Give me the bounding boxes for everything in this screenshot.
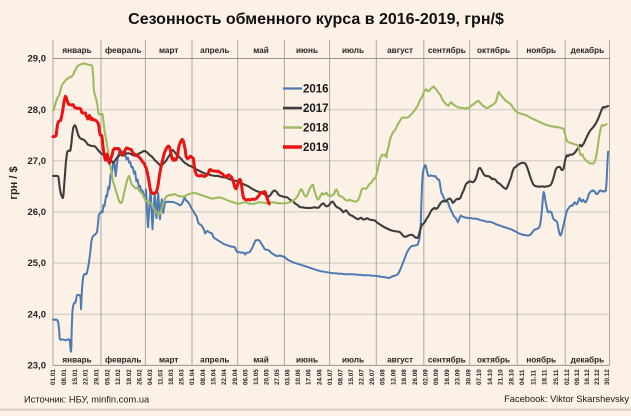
svg-text:февраль: февраль [105,356,141,365]
svg-text:январь: январь [62,356,91,365]
svg-text:05.08: 05.08 [380,369,387,385]
svg-text:11.03: 11.03 [158,369,165,385]
svg-text:25.11: 25.11 [553,369,560,385]
svg-text:18.11: 18.11 [542,369,549,385]
svg-text:15.01: 15.01 [72,369,79,385]
svg-text:25.03: 25.03 [179,369,186,385]
svg-text:16.09: 16.09 [444,369,451,385]
svg-text:01.07: 01.07 [327,369,334,385]
svg-text:29.04: 29.04 [232,369,239,385]
svg-text:март: март [159,356,178,365]
svg-text:Facebook: Viktor Skarshevsky: Facebook: Viktor Skarshevsky [504,394,629,404]
svg-text:16.12: 16.12 [584,369,591,385]
svg-text:30.12: 30.12 [604,369,611,385]
svg-text:август: август [387,46,413,55]
svg-text:май: май [253,356,269,365]
svg-text:январь: январь [62,46,91,55]
svg-text:2018: 2018 [303,123,329,135]
svg-text:Источник: НБУ, minfin.com.ua: Источник: НБУ, minfin.com.ua [24,395,150,405]
svg-text:14.10: 14.10 [487,369,494,385]
svg-text:2016: 2016 [303,84,329,96]
svg-text:26,0: 26,0 [28,207,47,218]
svg-text:23.12: 23.12 [594,369,601,385]
svg-text:22.04: 22.04 [221,369,228,385]
svg-text:26.02: 26.02 [137,369,144,385]
svg-text:июнь: июнь [296,356,318,365]
svg-text:02.09: 02.09 [423,369,430,385]
svg-text:декабрь: декабрь [571,355,605,365]
svg-text:12.08: 12.08 [390,369,397,385]
svg-text:19.08: 19.08 [401,369,408,385]
svg-text:29.07: 29.07 [369,369,376,385]
svg-text:27.05: 27.05 [274,369,281,385]
svg-text:01.04: 01.04 [189,369,196,385]
svg-text:2017: 2017 [303,103,329,115]
svg-text:05.02: 05.02 [104,369,111,385]
svg-text:Сезонность обменного курса в 2: Сезонность обменного курса в 2016-2019, … [128,11,504,28]
svg-text:22.07: 22.07 [358,369,365,385]
svg-text:27,0: 27,0 [28,156,47,167]
svg-text:декабрь: декабрь [571,45,605,55]
svg-text:01.01: 01.01 [50,369,57,385]
svg-text:09.09: 09.09 [433,369,440,385]
svg-text:15.07: 15.07 [348,369,355,385]
svg-text:сентябрь: сентябрь [428,45,466,55]
svg-text:02.12: 02.12 [564,369,571,385]
svg-text:грн / $: грн / $ [8,166,20,199]
svg-text:08.07: 08.07 [337,369,344,385]
svg-text:22.01: 22.01 [83,369,90,385]
svg-text:04.03: 04.03 [147,369,154,385]
svg-text:июль: июль [342,46,364,55]
svg-text:октябрь: октябрь [477,45,510,55]
svg-text:19.02: 19.02 [126,369,133,385]
svg-text:28,0: 28,0 [28,105,47,116]
svg-text:октябрь: октябрь [477,355,510,365]
svg-text:май: май [253,46,269,55]
svg-text:сентябрь: сентябрь [428,355,466,365]
svg-text:11.11: 11.11 [530,369,537,385]
svg-text:февраль: февраль [105,46,141,55]
svg-text:20.05: 20.05 [264,369,271,385]
svg-text:26.08: 26.08 [412,369,419,385]
svg-text:21.10: 21.10 [498,369,505,385]
svg-text:ноябрь: ноябрь [526,355,556,365]
svg-text:07.10: 07.10 [476,369,483,385]
svg-text:09.12: 09.12 [574,369,581,385]
svg-text:17.06: 17.06 [306,369,313,385]
svg-text:июнь: июнь [296,46,318,55]
svg-text:28.10: 28.10 [508,369,515,385]
svg-text:29,0: 29,0 [28,54,47,65]
svg-text:03.06: 03.06 [285,369,292,385]
svg-text:24.06: 24.06 [316,369,323,385]
svg-text:2019: 2019 [303,142,329,154]
svg-text:12.02: 12.02 [115,369,122,385]
svg-text:30.09: 30.09 [465,369,472,385]
svg-text:23.09: 23.09 [455,369,462,385]
svg-text:13.05: 13.05 [253,369,260,385]
svg-text:23,0: 23,0 [28,361,47,372]
svg-text:06.05: 06.05 [242,369,249,385]
svg-text:25,0: 25,0 [28,258,47,269]
svg-text:10.06: 10.06 [295,369,302,385]
svg-text:апрель: апрель [200,356,229,365]
svg-text:15.04: 15.04 [211,369,218,385]
svg-text:март: март [159,46,178,55]
svg-text:август: август [387,356,413,365]
svg-text:июль: июль [342,356,364,365]
svg-text:04.11: 04.11 [519,369,526,385]
svg-text:08.04: 08.04 [200,369,207,385]
svg-text:18.03: 18.03 [168,369,175,385]
svg-text:апрель: апрель [200,46,229,55]
svg-text:29.01: 29.01 [94,369,101,385]
svg-text:08.01: 08.01 [61,369,68,385]
svg-text:ноябрь: ноябрь [526,45,556,55]
svg-text:24,0: 24,0 [28,309,47,320]
